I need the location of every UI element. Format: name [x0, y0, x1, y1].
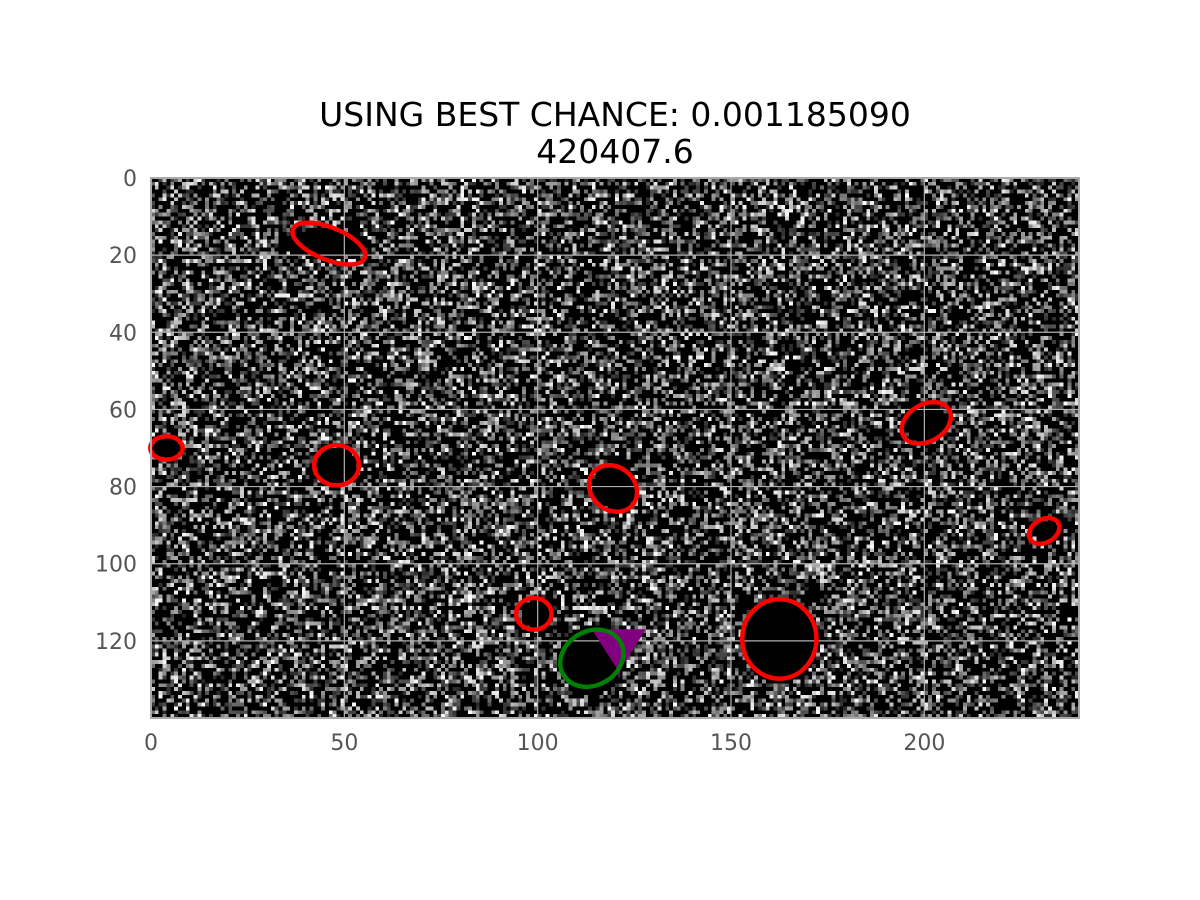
red-detection-ellipse	[899, 399, 954, 446]
chart-title-line-1: USING BEST CHANCE: 0.001185090	[319, 95, 911, 134]
red-detection-ellipse	[290, 220, 368, 267]
x-tick-label: 50	[330, 731, 358, 756]
x-tick-label: 150	[710, 731, 752, 756]
x-tick-label: 0	[144, 731, 158, 756]
plot-area	[147, 177, 1080, 719]
x-tick-label: 100	[517, 731, 559, 756]
red-detection-ellipse	[311, 443, 362, 488]
y-tick-label: 40	[109, 321, 137, 346]
x-axis-ticks: 0 50 100 150 200	[144, 731, 945, 756]
red-detection-ellipse	[739, 596, 819, 681]
detection-overlays	[147, 220, 1062, 690]
y-tick-label: 80	[109, 476, 137, 501]
y-tick-label: 60	[109, 398, 137, 423]
x-tick-label: 200	[903, 731, 945, 756]
y-tick-label: 120	[95, 630, 137, 655]
red-detection-ellipse	[1026, 515, 1062, 547]
chart-title-line-2: 420407.6	[536, 132, 693, 171]
y-axis-ticks: 0 20 40 60 80 100 120	[95, 167, 137, 655]
y-tick-label: 0	[123, 167, 137, 192]
y-tick-label: 100	[95, 553, 137, 578]
y-tick-label: 20	[109, 244, 137, 269]
red-detection-ellipse	[513, 595, 554, 632]
plot-frame	[150, 177, 1080, 719]
green-best-ellipse	[558, 627, 626, 690]
red-detection-ellipse	[586, 462, 640, 515]
